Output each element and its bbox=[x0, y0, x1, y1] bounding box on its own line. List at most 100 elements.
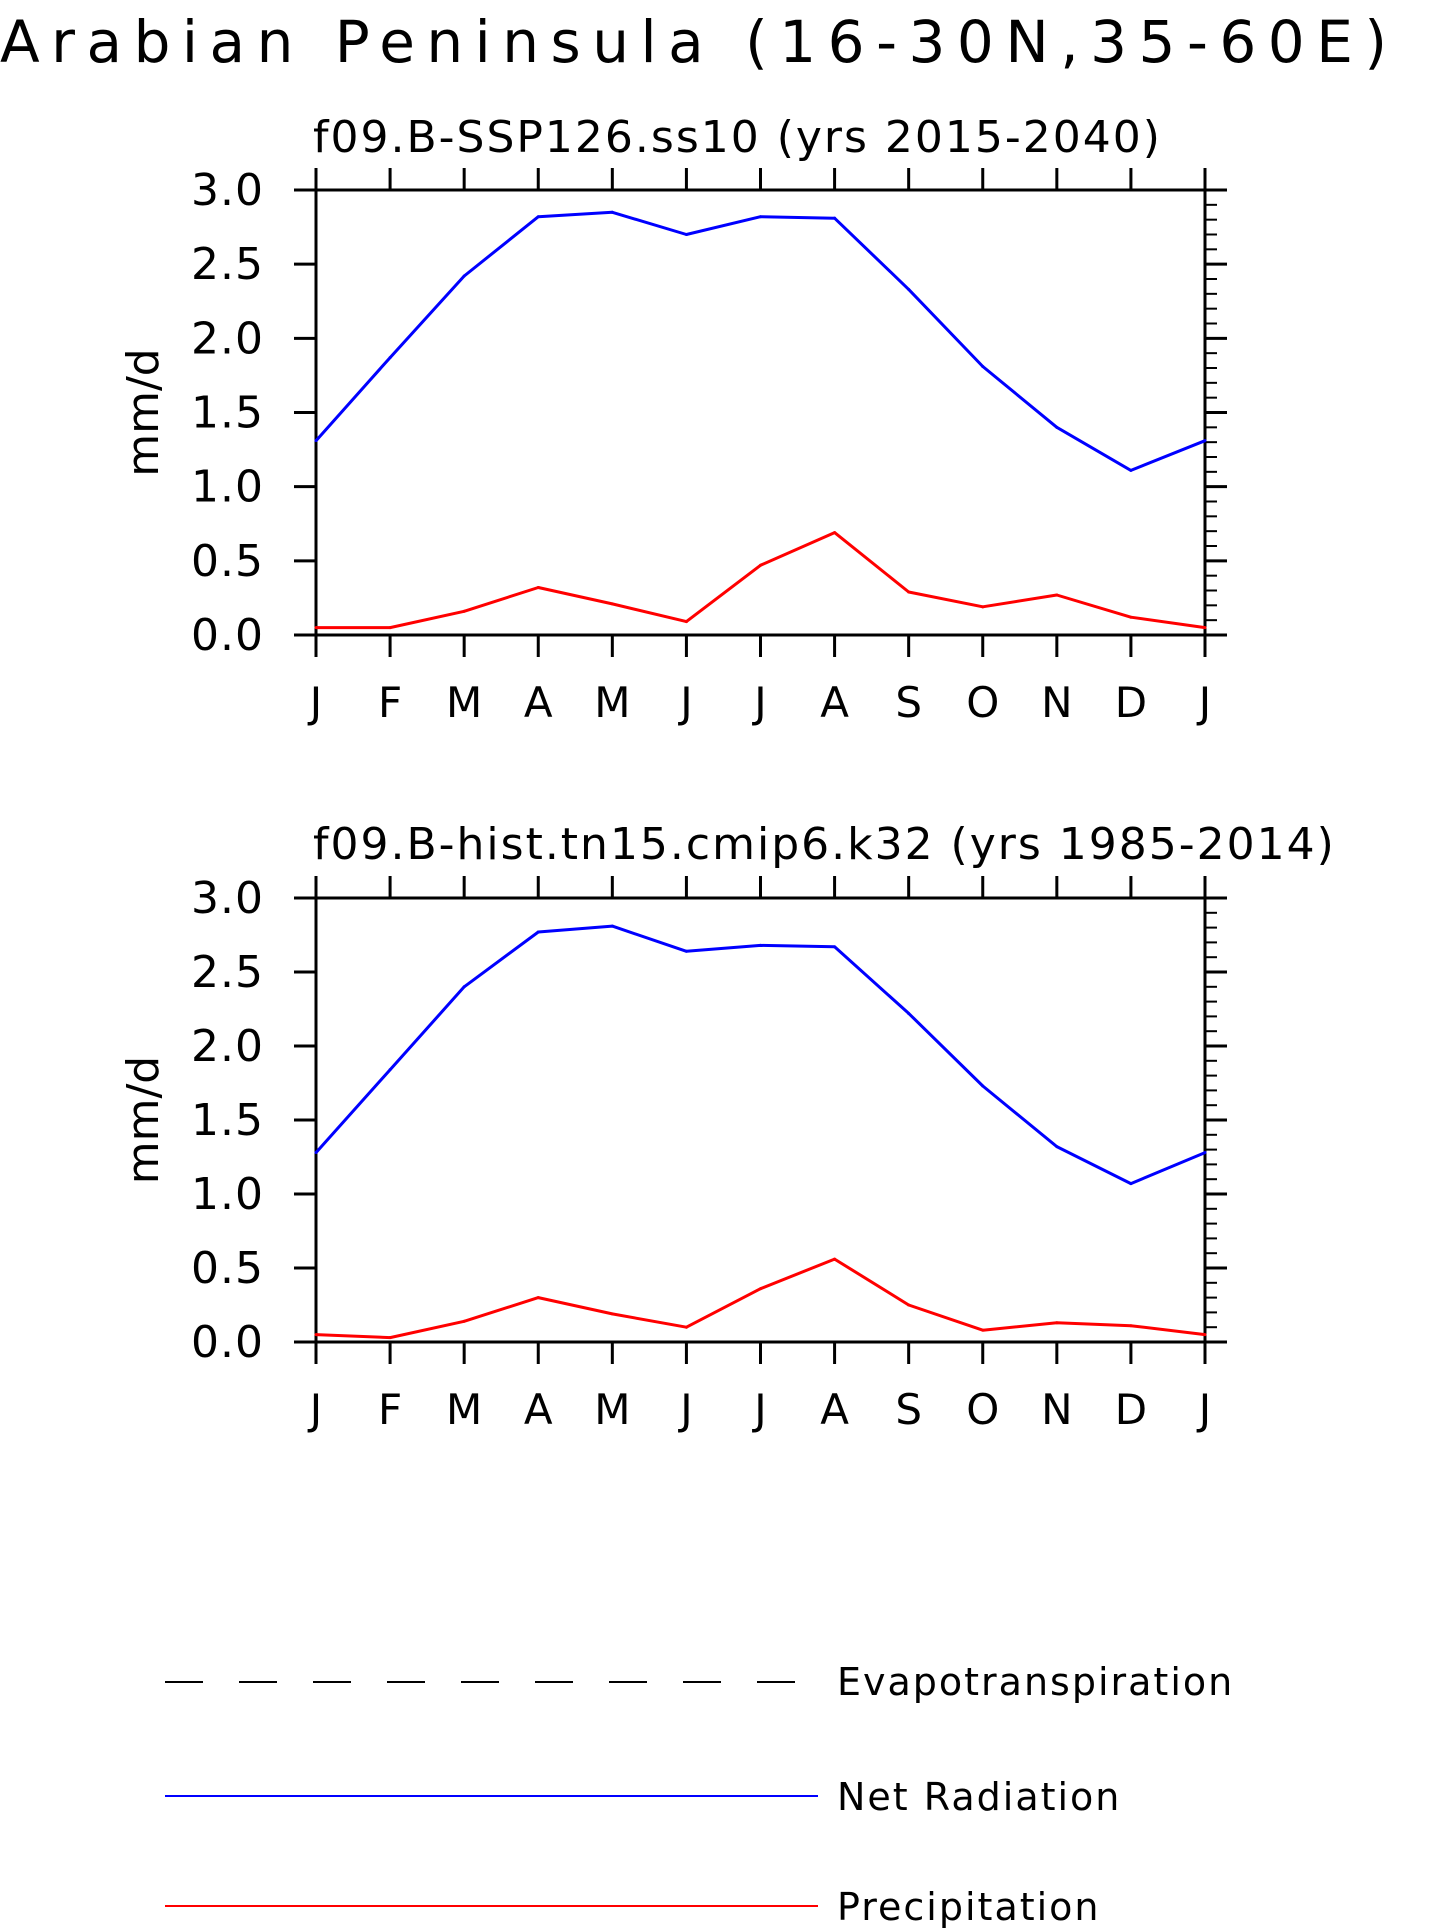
x-tick-label: M bbox=[594, 1385, 630, 1434]
x-tick-label: A bbox=[820, 1385, 849, 1434]
data-point-precipitation bbox=[1129, 615, 1133, 619]
data-point-precipitation bbox=[1055, 593, 1059, 597]
y-tick-label: 0.5 bbox=[191, 1243, 264, 1294]
y-tick-label: 1.5 bbox=[191, 1095, 264, 1146]
x-tick-label: J bbox=[307, 1385, 322, 1434]
data-point-net-radiation bbox=[1129, 468, 1133, 472]
plot-frame bbox=[314, 188, 1207, 637]
data-point-net-radiation bbox=[536, 215, 540, 219]
y-tick-label: 0.0 bbox=[191, 610, 264, 661]
series-line-precipitation bbox=[316, 531, 1206, 630]
data-point-precipitation bbox=[833, 1257, 837, 1261]
data-point-net-radiation bbox=[1203, 439, 1207, 443]
x-tick-label: S bbox=[895, 1385, 922, 1434]
data-point-net-radiation bbox=[684, 949, 688, 953]
x-tick-label: D bbox=[1115, 678, 1147, 727]
data-point-net-radiation bbox=[388, 356, 392, 360]
data-point-precipitation bbox=[536, 1296, 540, 1300]
data-point-precipitation bbox=[907, 1303, 911, 1307]
data-point-net-radiation bbox=[1129, 1182, 1133, 1186]
x-tick-label: D bbox=[1115, 1385, 1147, 1434]
y-tick-label: 2.0 bbox=[191, 313, 264, 364]
y-tick-label: 3.0 bbox=[191, 165, 264, 216]
data-point-precipitation bbox=[684, 1325, 688, 1329]
data-point-precipitation bbox=[981, 1328, 985, 1332]
data-point-net-radiation bbox=[759, 943, 762, 947]
figure-title: Arabian Peninsula (16-30N,35-60E) bbox=[0, 8, 1390, 76]
y-tick-label: 3.0 bbox=[191, 873, 264, 924]
x-tick-label: A bbox=[524, 678, 553, 727]
data-point-net-radiation bbox=[833, 216, 837, 220]
x-tick-label: O bbox=[966, 678, 999, 727]
chart-panel-hist: f09.B-hist.tn15.cmip6.k32 (yrs 1985-2014… bbox=[118, 819, 1336, 1434]
data-point-net-radiation bbox=[314, 1151, 318, 1155]
data-point-precipitation bbox=[462, 609, 466, 613]
legend: Evapotranspiration Net Radiation Precipi… bbox=[165, 1660, 1232, 1929]
data-point-precipitation bbox=[759, 1287, 762, 1291]
data-point-precipitation bbox=[610, 602, 614, 606]
y-tick-label: 2.5 bbox=[191, 947, 264, 998]
y-tick-label: 1.0 bbox=[191, 1169, 264, 1220]
x-tick-label: J bbox=[1196, 678, 1211, 727]
chart-panel-ssp126: f09.B-SSP126.ss10 (yrs 2015-2040) 0.0 0.5 1… bbox=[118, 112, 1227, 727]
series-line-net-radiation bbox=[314, 924, 1206, 1186]
x-tick-label: O bbox=[966, 1385, 999, 1434]
legend-label-net-radiation: Net Radiation bbox=[837, 1775, 1121, 1819]
data-point-net-radiation bbox=[610, 924, 614, 928]
data-point-precipitation bbox=[1129, 1324, 1133, 1328]
chart-title: f09.B-hist.tn15.cmip6.k32 (yrs 1985-2014… bbox=[313, 819, 1336, 870]
x-tick-label: J bbox=[751, 1385, 766, 1434]
data-point-net-radiation bbox=[1055, 425, 1059, 429]
x-tick-label: F bbox=[378, 678, 402, 727]
data-point-net-radiation bbox=[907, 287, 911, 291]
data-point-precipitation bbox=[684, 620, 688, 624]
data-point-net-radiation bbox=[462, 274, 466, 278]
data-point-net-radiation bbox=[314, 439, 318, 443]
x-tick-label: J bbox=[677, 678, 692, 727]
data-point-precipitation bbox=[1203, 1333, 1207, 1337]
data-point-net-radiation bbox=[1055, 1145, 1059, 1149]
y-tick-label: 0.5 bbox=[191, 536, 264, 587]
x-tick-label: M bbox=[446, 678, 482, 727]
y-tick-label: 0.0 bbox=[191, 1317, 264, 1368]
legend-label-precipitation: Precipitation bbox=[837, 1885, 1101, 1929]
data-point-net-radiation bbox=[833, 945, 837, 949]
data-point-precipitation bbox=[907, 590, 911, 594]
data-point-net-radiation bbox=[536, 930, 540, 934]
data-point-precipitation bbox=[388, 1336, 392, 1340]
data-point-net-radiation bbox=[462, 985, 466, 989]
x-tick-label: N bbox=[1041, 1385, 1072, 1434]
data-point-net-radiation bbox=[1203, 1151, 1207, 1155]
data-point-net-radiation bbox=[610, 210, 614, 214]
data-point-precipitation bbox=[314, 1333, 318, 1337]
plot-frame bbox=[314, 896, 1207, 1344]
data-point-precipitation bbox=[536, 586, 540, 590]
x-tick-label: N bbox=[1041, 678, 1072, 727]
y-tick-label: 2.0 bbox=[191, 1021, 264, 1072]
y-tick-label: 1.0 bbox=[191, 462, 264, 513]
chart-title: f09.B-SSP126.ss10 (yrs 2015-2040) bbox=[313, 112, 1162, 163]
data-point-precipitation bbox=[1203, 626, 1207, 630]
x-tick-label: S bbox=[895, 678, 922, 727]
data-point-net-radiation bbox=[981, 1084, 985, 1088]
x-tick-label: J bbox=[307, 678, 322, 727]
data-point-precipitation bbox=[833, 531, 837, 535]
x-tick-label: A bbox=[524, 1385, 553, 1434]
data-point-precipitation bbox=[314, 626, 318, 630]
data-point-net-radiation bbox=[759, 215, 762, 219]
data-point-precipitation bbox=[388, 626, 392, 630]
x-tick-label: J bbox=[1196, 1385, 1211, 1434]
x-tick-label: J bbox=[751, 678, 766, 727]
y-tick-label: 2.5 bbox=[191, 239, 264, 290]
y-axis-label: mm/d bbox=[118, 348, 169, 476]
data-point-net-radiation bbox=[388, 1068, 392, 1072]
data-point-net-radiation bbox=[907, 1011, 911, 1015]
data-point-net-radiation bbox=[981, 365, 985, 369]
x-tick-label: M bbox=[446, 1385, 482, 1434]
x-tick-label: A bbox=[820, 678, 849, 727]
data-point-precipitation bbox=[1055, 1321, 1059, 1325]
data-point-precipitation bbox=[462, 1319, 466, 1323]
x-tick-label: J bbox=[677, 1385, 692, 1434]
x-tick-label: F bbox=[378, 1385, 402, 1434]
